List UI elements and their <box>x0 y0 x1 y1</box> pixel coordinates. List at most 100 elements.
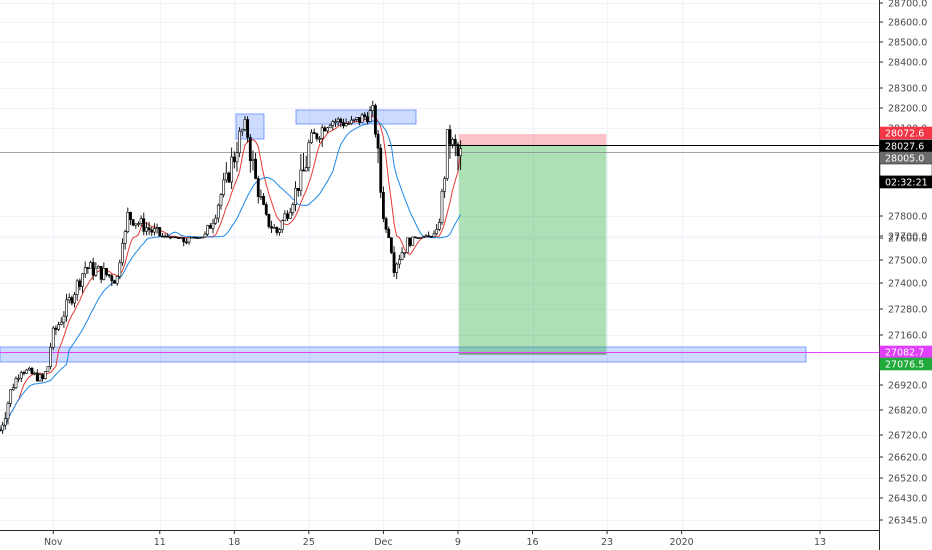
candle-body <box>11 387 15 391</box>
price-tick-label: 28600.0 <box>888 18 927 29</box>
candle-body <box>259 195 263 198</box>
candle-body <box>70 297 74 304</box>
candle-body <box>397 259 401 265</box>
candle-body <box>320 127 324 139</box>
candle-body <box>419 237 423 239</box>
candle-body <box>30 368 34 375</box>
price-axis[interactable]: 28700.0 28600.0 28500.0 28400.0 28300.0 28200… <box>879 0 927 527</box>
candle-body <box>315 133 319 139</box>
candle-body <box>0 429 2 432</box>
candle-body <box>206 225 210 235</box>
candle-body <box>27 368 31 371</box>
time-tick-label: 23 <box>601 537 613 548</box>
candle-body <box>323 127 327 132</box>
candle-body <box>429 235 433 238</box>
candle-body <box>158 227 162 237</box>
candles <box>0 100 463 434</box>
price-tag-label: 28005.0 <box>885 154 924 165</box>
time-tick-label: 25 <box>303 537 315 548</box>
candle-body <box>278 229 281 233</box>
price-tick-label: 27600.0 <box>888 234 927 245</box>
candle-body <box>73 294 76 304</box>
candle-body <box>453 139 457 145</box>
candle-body <box>403 252 407 254</box>
candle-body <box>286 213 289 219</box>
candle-body <box>208 225 212 229</box>
candle-body <box>14 378 18 389</box>
price-tag-box <box>879 175 932 189</box>
price-tick-label: 26520.0 <box>888 474 927 485</box>
candle-body <box>381 192 385 219</box>
candle-body <box>264 204 268 215</box>
price-tag-label: 27987.4 <box>885 166 924 177</box>
candle-body <box>59 321 63 325</box>
candle-body <box>339 118 343 123</box>
candle-body <box>363 114 367 117</box>
candle-body <box>139 218 143 224</box>
candle-body <box>352 119 356 121</box>
candle-body <box>1 424 5 431</box>
candle-body <box>198 237 202 239</box>
price-tick-label: 26345.0 <box>888 516 927 527</box>
candle-body <box>134 223 138 226</box>
candle-body <box>118 262 122 277</box>
price-tick-label: 26720.0 <box>888 431 927 442</box>
candle-body <box>267 213 271 227</box>
candle-body <box>328 125 332 129</box>
candle-body <box>310 132 313 143</box>
candle-body <box>187 236 191 243</box>
candle-body <box>163 235 167 238</box>
candle-body <box>46 366 50 372</box>
candle-body <box>41 374 45 379</box>
time-tick-label: 9 <box>455 537 461 548</box>
candle-body <box>200 236 204 239</box>
candle-body <box>400 252 404 260</box>
price-tag-label: 27076.5 <box>885 360 924 371</box>
candle-body <box>246 119 250 138</box>
candle-body <box>408 237 412 246</box>
price-tick-label: 27700.0 <box>888 232 927 243</box>
short-position-tool[interactable] <box>458 134 607 355</box>
candle-body <box>216 204 220 219</box>
candle-body <box>296 188 300 191</box>
candle-body <box>368 110 372 123</box>
moving-average-line <box>0 115 462 431</box>
candle-body <box>307 142 311 168</box>
candle-body <box>176 237 180 239</box>
candle-body <box>129 211 132 220</box>
candle-body <box>38 374 42 382</box>
candle-body <box>387 228 391 238</box>
candle-body <box>256 178 260 197</box>
candle-body <box>230 156 234 183</box>
support-zone <box>0 346 807 363</box>
candle-body <box>33 372 37 375</box>
candle-body <box>86 267 90 269</box>
time-tick-label: Nov <box>44 537 63 548</box>
candle-body <box>395 263 399 273</box>
candle-body <box>43 371 47 379</box>
candle-body <box>302 169 305 172</box>
price-tick-label: 28700.0 <box>888 0 927 10</box>
candle-body <box>81 273 84 287</box>
candle-body <box>49 347 52 367</box>
candle-body <box>126 211 130 232</box>
candle-body <box>171 236 175 239</box>
candle-body <box>331 121 335 126</box>
price-tag-box <box>879 357 932 371</box>
candle-body <box>107 274 111 277</box>
time-tick-label: 18 <box>228 537 240 548</box>
candle-body <box>142 218 146 232</box>
candle-body <box>384 218 388 230</box>
candle-body <box>318 138 321 140</box>
time-axis[interactable]: Nov 11 18 25 Dec 9 16 23 2020 13 <box>44 530 826 548</box>
candle-body <box>131 219 135 226</box>
candle-body <box>360 114 364 123</box>
candle-body <box>214 217 218 224</box>
price-tick-label: 26920.0 <box>888 381 927 392</box>
candle-body <box>97 266 100 269</box>
candle-body <box>83 267 87 275</box>
zones <box>0 109 807 363</box>
candle-body <box>62 315 66 323</box>
candle-body <box>235 152 239 163</box>
